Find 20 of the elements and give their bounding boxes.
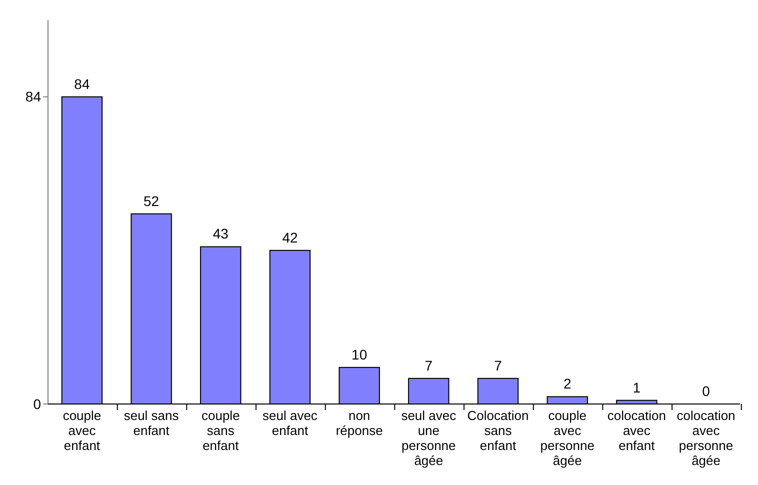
x-tick-label: colocation avec enfant	[607, 408, 666, 453]
x-tick-label: couple avec enfant	[62, 408, 102, 453]
data-label: 42	[282, 229, 298, 246]
x-tick-label: colocation avec personne âgée	[676, 408, 736, 468]
data-label: 52	[144, 192, 160, 209]
x-tick-label: non réponse	[336, 408, 383, 438]
data-label: 7	[494, 357, 502, 374]
x-tick-label: seul avec une personne âgée	[401, 408, 457, 468]
data-label: 10	[352, 346, 368, 362]
x-tick-label: couple sans enfant	[201, 408, 240, 453]
data-label: 7	[424, 357, 433, 374]
x-tick-label: seul sans enfant	[124, 408, 180, 438]
data-label: 84	[74, 76, 90, 92]
data-label: 0	[702, 383, 710, 399]
x-tick-label: couple avec personne âgée	[540, 408, 594, 468]
data-label: 43	[212, 226, 229, 242]
x-tick-label: Colocation sans enfant	[467, 408, 529, 453]
data-label: 1	[632, 379, 641, 396]
x-tick-label: seul avec enfant	[262, 408, 318, 438]
data-label: 2	[563, 376, 572, 392]
